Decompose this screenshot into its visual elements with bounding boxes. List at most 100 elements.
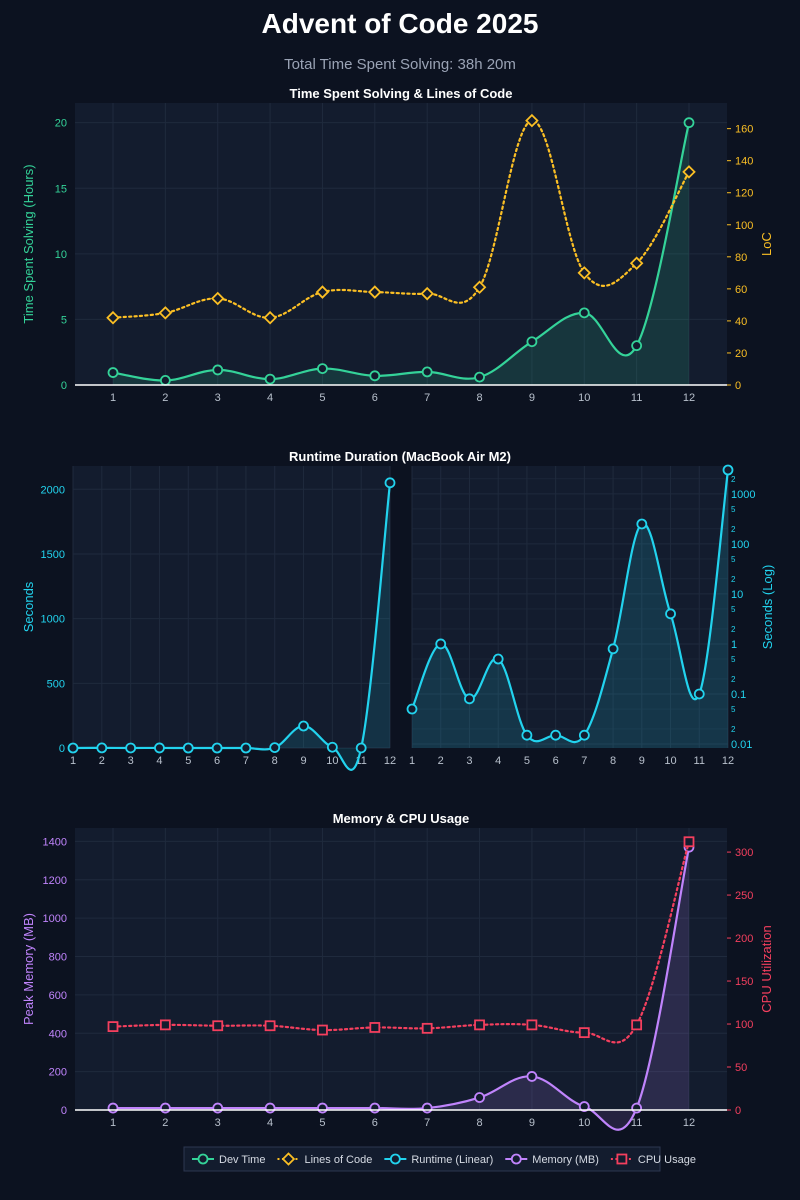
data-point bbox=[526, 1071, 538, 1082]
data-point bbox=[96, 742, 108, 754]
legend-item: Memory (MB) bbox=[505, 1153, 599, 1166]
data-point bbox=[421, 1022, 433, 1034]
series-runtime-linear bbox=[67, 477, 396, 771]
data-point bbox=[107, 1102, 119, 1114]
y-left-tick-label: 10 bbox=[55, 249, 67, 261]
data-point bbox=[636, 518, 648, 530]
x-tick-label: 3 bbox=[466, 755, 472, 767]
data-point bbox=[369, 1102, 381, 1114]
x-tick-label: 12 bbox=[384, 755, 396, 767]
data-point bbox=[355, 742, 367, 754]
x-tick-label: 5 bbox=[185, 755, 191, 767]
data-point bbox=[240, 742, 252, 754]
legend-label: Lines of Code bbox=[304, 1154, 372, 1166]
data-point bbox=[107, 367, 119, 378]
data-point bbox=[326, 741, 338, 753]
series-cpu-usage bbox=[107, 836, 695, 1044]
series-runtime-log bbox=[406, 464, 734, 748]
y-left-tick-label: 20 bbox=[55, 118, 67, 130]
y-left-tick-label: 600 bbox=[49, 990, 67, 1002]
chart-1: Time Spent Solving & Lines of Code051015… bbox=[21, 86, 774, 404]
x-tick-label: 4 bbox=[267, 1117, 273, 1129]
plot-background bbox=[73, 466, 390, 748]
data-point bbox=[693, 688, 705, 700]
x-tick-label: 12 bbox=[683, 392, 695, 404]
y-tick-label: 1 bbox=[731, 639, 737, 651]
y-tick-label: 1500 bbox=[41, 549, 65, 561]
x-tick-label: 2 bbox=[162, 1117, 168, 1129]
data-point bbox=[159, 1102, 171, 1114]
y-left-tick-label: 0 bbox=[61, 380, 67, 392]
y-right-axis-label: CPU Utilization bbox=[759, 925, 774, 1012]
x-tick-label: 11 bbox=[355, 755, 366, 767]
x-tick-label: 1 bbox=[409, 755, 415, 767]
x-tick-label: 9 bbox=[529, 1117, 535, 1129]
legend-item: CPU Usage bbox=[610, 1153, 696, 1166]
data-point bbox=[315, 285, 330, 299]
legend-item: Runtime (Linear) bbox=[384, 1153, 493, 1166]
y-minor-tick-label: 2 bbox=[731, 725, 736, 734]
data-point bbox=[607, 643, 619, 655]
y-left-tick-label: 0 bbox=[61, 1105, 67, 1117]
y-right-tick-label: 100 bbox=[735, 220, 753, 232]
chart-title: Runtime Duration (MacBook Air M2) bbox=[289, 449, 511, 464]
y-right-tick-label: 140 bbox=[735, 156, 753, 168]
x-tick-label: 8 bbox=[476, 392, 482, 404]
data-point bbox=[263, 310, 277, 325]
data-point bbox=[212, 1102, 224, 1114]
x-tick-label: 12 bbox=[722, 755, 734, 767]
data-point bbox=[420, 286, 434, 301]
x-tick-label: 3 bbox=[215, 392, 221, 404]
data-point bbox=[125, 742, 137, 754]
y-tick-label: 100 bbox=[731, 539, 749, 551]
data-point bbox=[526, 1019, 538, 1031]
data-point bbox=[521, 729, 533, 741]
data-point bbox=[210, 291, 225, 306]
y-left-axis-label: Peak Memory (MB) bbox=[21, 913, 36, 1025]
data-point bbox=[525, 113, 539, 128]
x-tick-label: 6 bbox=[214, 755, 220, 767]
x-tick-label: 1 bbox=[70, 755, 76, 767]
x-tick-label: 11 bbox=[631, 1117, 642, 1129]
x-tick-label: 12 bbox=[683, 1117, 695, 1129]
data-point bbox=[629, 256, 644, 270]
data-point bbox=[474, 371, 485, 383]
legend-marker bbox=[197, 1153, 209, 1165]
data-point bbox=[264, 1020, 276, 1032]
x-tick-label: 6 bbox=[372, 392, 378, 404]
data-point bbox=[421, 1102, 433, 1114]
data-point bbox=[472, 280, 487, 295]
data-point bbox=[406, 703, 418, 715]
x-tick-label: 1 bbox=[110, 1117, 116, 1129]
x-tick-label: 2 bbox=[438, 755, 444, 767]
data-point bbox=[107, 1021, 119, 1033]
data-point bbox=[269, 742, 281, 754]
y-left-tick-label: 1200 bbox=[43, 875, 67, 887]
y-axis-label: Seconds bbox=[21, 581, 36, 632]
y-axis-label: Seconds (Log) bbox=[760, 565, 775, 650]
data-point bbox=[212, 1020, 224, 1032]
y-right-tick-label: 200 bbox=[735, 933, 753, 945]
legend-box bbox=[183, 1146, 661, 1172]
legend-label: CPU Usage bbox=[638, 1154, 696, 1166]
chart-2: Runtime Duration (MacBook Air M2)0500100… bbox=[21, 449, 775, 771]
x-tick-label: 11 bbox=[694, 755, 705, 767]
data-point bbox=[211, 742, 223, 754]
y-right-tick-label: 40 bbox=[735, 316, 747, 328]
data-point bbox=[317, 1102, 328, 1114]
data-point bbox=[474, 1019, 485, 1031]
legend-marker bbox=[510, 1153, 522, 1165]
data-point bbox=[578, 1101, 590, 1112]
legend: Dev Time Lines of Code Runtime (Linear) Mem… bbox=[183, 1146, 696, 1172]
x-tick-label: 2 bbox=[162, 392, 168, 404]
data-point bbox=[683, 117, 695, 129]
data-point bbox=[182, 742, 194, 754]
y-right-tick-label: 20 bbox=[735, 348, 747, 360]
legend-item: Dev Time bbox=[192, 1153, 265, 1166]
x-tick-label: 6 bbox=[372, 1117, 378, 1129]
x-tick-label: 4 bbox=[495, 755, 501, 767]
x-tick-label: 10 bbox=[664, 755, 676, 767]
data-point bbox=[435, 638, 447, 650]
x-tick-label: 8 bbox=[476, 1117, 482, 1129]
